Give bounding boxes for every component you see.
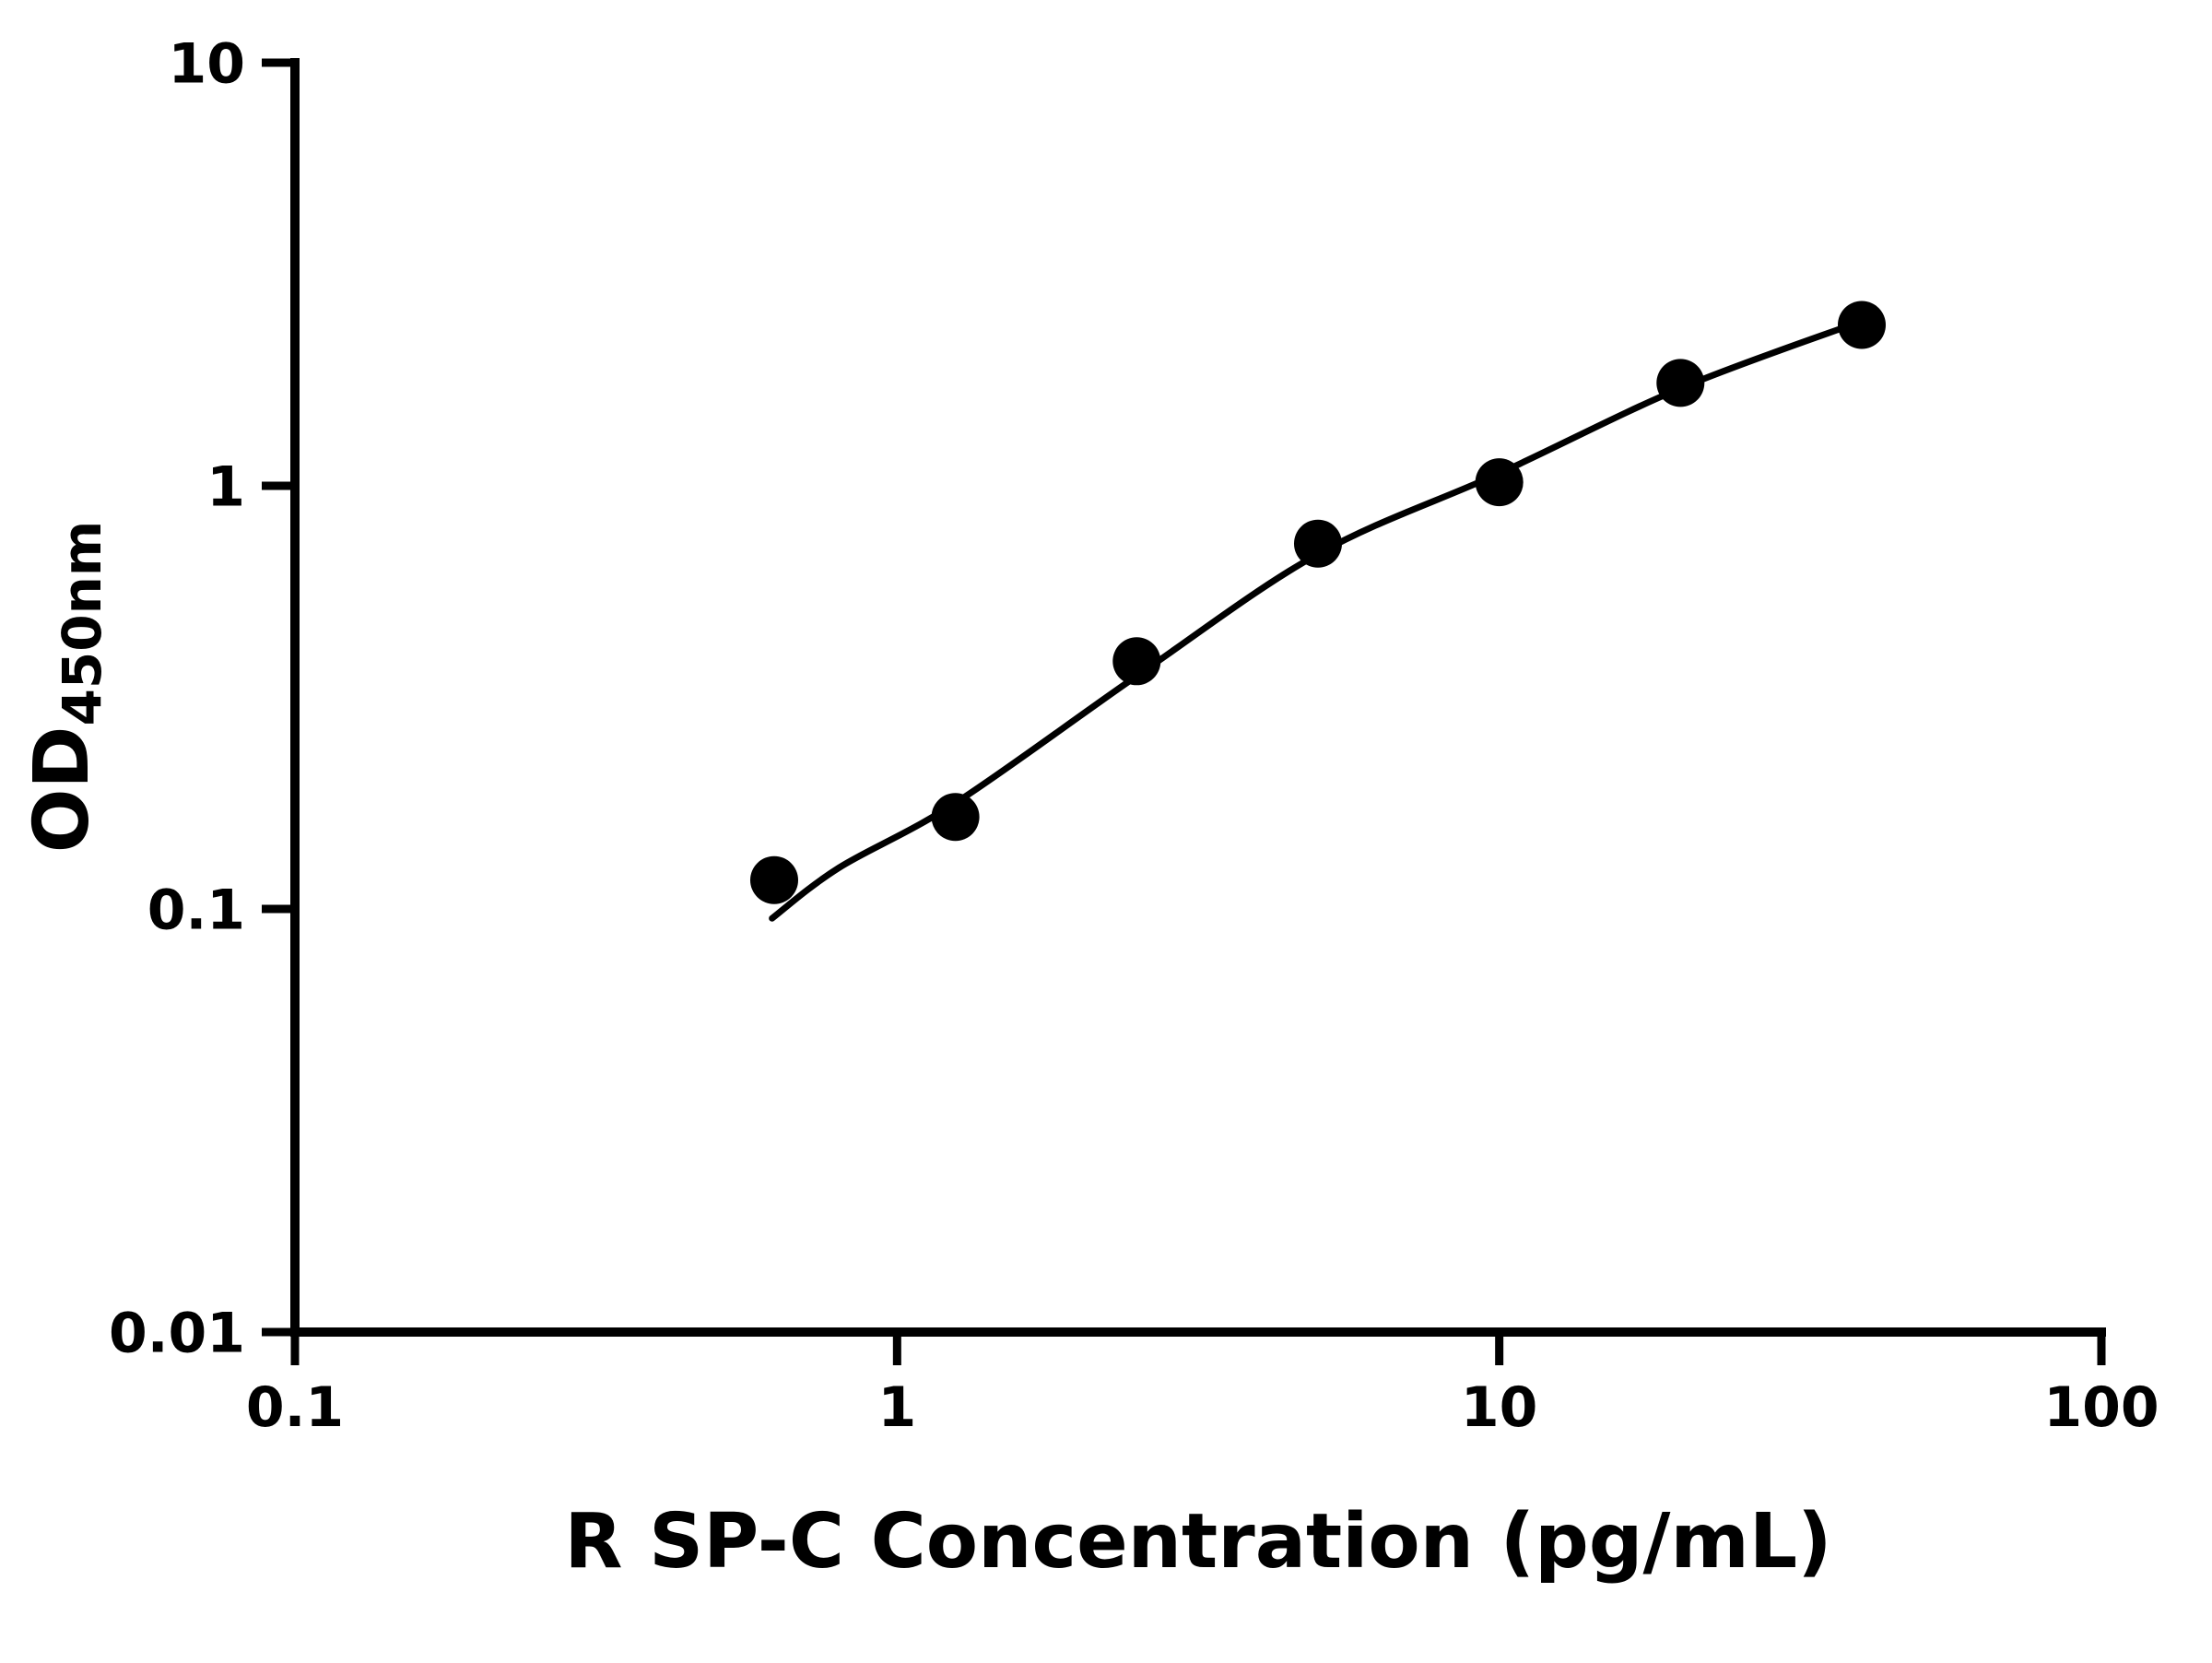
x-tick-label: 0.1 <box>246 1375 344 1440</box>
data-points <box>750 301 1886 904</box>
y-tick-label: 1 <box>206 455 245 520</box>
x-tick-label: 1 <box>877 1375 916 1440</box>
y-axis-title: OD450nm <box>18 521 113 854</box>
data-point-marker <box>750 855 798 904</box>
data-point-marker <box>1656 359 1705 407</box>
data-point-marker <box>1294 519 1342 568</box>
y-tick-label: 10 <box>169 32 246 97</box>
y-tick-label: 0.1 <box>147 879 245 943</box>
data-point-marker <box>1838 301 1886 349</box>
axes <box>290 58 2106 1337</box>
y-axis-tick-labels: 0.01 0.1 1 10 <box>109 32 245 1366</box>
data-point-marker <box>931 793 980 842</box>
axis-spines <box>290 58 2106 1337</box>
x-axis-ticks <box>290 1332 2106 1365</box>
x-tick-label: 10 <box>1461 1375 1538 1440</box>
data-point-marker <box>1112 637 1161 686</box>
y-tick-label: 0.01 <box>109 1302 245 1366</box>
x-tick-label: 100 <box>2043 1375 2159 1440</box>
y-axis-title-subscript: 450nm <box>51 521 113 726</box>
x-axis-tick-labels: 0.1 1 10 100 <box>246 1375 2159 1440</box>
y-axis-title-main: OD <box>18 726 106 854</box>
x-axis-title: R SP-C Concentration (pg/mL) <box>564 1498 1831 1586</box>
data-point-marker <box>1475 458 1524 507</box>
y-axis-ticks <box>262 58 295 1337</box>
